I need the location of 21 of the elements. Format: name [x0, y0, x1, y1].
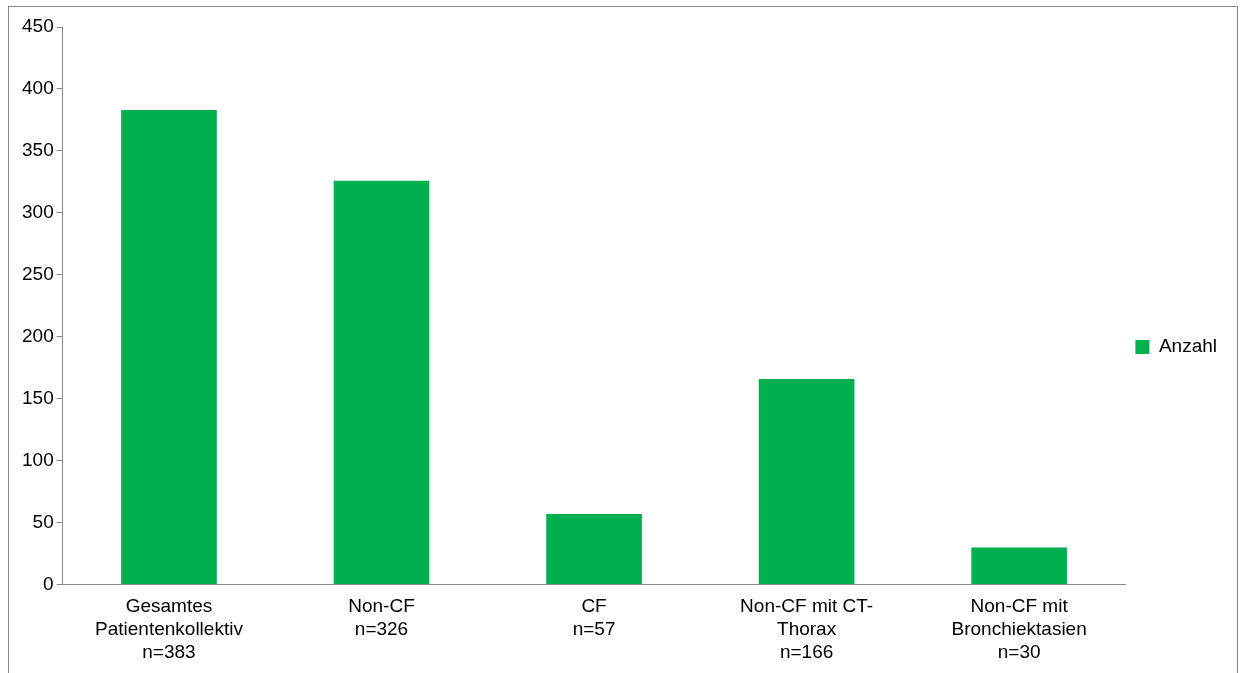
bar: [333, 180, 430, 585]
y-tick-label: 400: [22, 77, 54, 99]
bar: [971, 547, 1067, 585]
y-tick-label: 450: [22, 15, 54, 37]
y-tick-label: 50: [32, 510, 54, 532]
y-tick-label: 300: [22, 201, 54, 223]
y-tick-label: 250: [22, 263, 54, 285]
x-tick-label: Non-CF n=326: [348, 595, 415, 640]
y-tick-label: 0: [43, 572, 54, 594]
x-tick-label: Gesamtes Patientenkollektiv n=383: [95, 595, 244, 662]
x-tick-label: Non-CF mit Bronchiektasien n=30: [951, 595, 1087, 662]
y-tick-label: 350: [22, 139, 54, 161]
bar: [546, 513, 642, 585]
bar: [121, 110, 217, 585]
y-tick-label: 100: [22, 448, 54, 470]
y-tick-label: 200: [22, 325, 54, 347]
bar: [758, 378, 855, 585]
x-tick-label: CF n=57: [572, 595, 616, 640]
legend-label: Anzahl: [1158, 335, 1218, 357]
y-tick-label: 150: [22, 386, 54, 408]
x-tick-label: Non-CF mit CT- Thorax n=166: [740, 595, 874, 662]
